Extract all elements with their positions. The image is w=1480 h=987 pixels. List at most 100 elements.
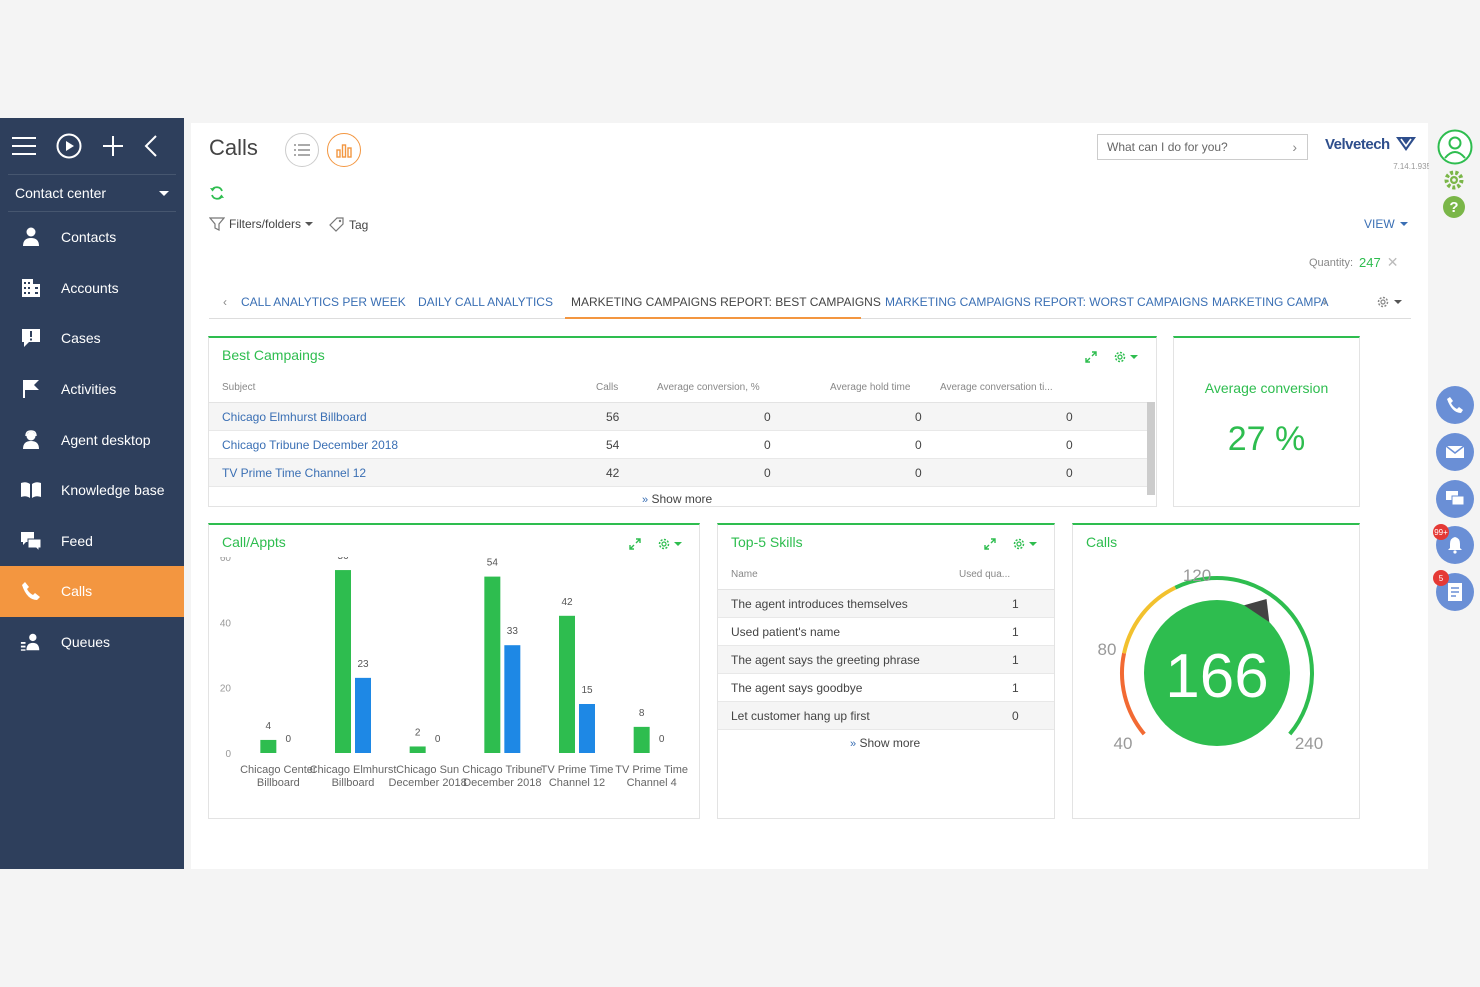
table-row[interactable]: The agent says goodbye 1 [718, 674, 1054, 702]
sidebar-item-feed[interactable]: Feed [0, 516, 184, 567]
gauge-tick-label: 40 [1114, 734, 1133, 753]
help-icon[interactable]: ? [1443, 196, 1465, 218]
tag-button[interactable]: Tag [329, 217, 368, 232]
column-header-avg-conversion[interactable]: Average conversion, % [657, 382, 760, 393]
gauge-arc-high [1174, 576, 1314, 736]
tasks-button[interactable] [1436, 573, 1474, 611]
conversation-time-value: 0 [1066, 438, 1073, 452]
view-menu-button[interactable]: VIEW [1364, 217, 1408, 231]
chevron-down-icon [1029, 542, 1037, 546]
show-more-link[interactable]: » Show more [642, 492, 712, 506]
bar [409, 746, 426, 753]
calls-value: 42 [606, 466, 620, 480]
refresh-icon[interactable] [209, 185, 225, 206]
column-header-avg-conversation-time[interactable]: Average conversation ti... [940, 382, 1053, 393]
list-view-button[interactable] [285, 133, 319, 167]
search-placeholder: What can I do for you? [1107, 140, 1228, 154]
table-row[interactable]: The agent says the greeting phrase 1 [718, 646, 1054, 674]
expand-icon[interactable] [984, 538, 996, 550]
tabs-prev-icon[interactable]: ‹ [223, 295, 227, 309]
skill-count: 1 [1012, 653, 1019, 667]
tab-call-analytics-per-week[interactable]: CALL ANALYTICS PER WEEK [241, 295, 406, 309]
quantity-value: 247 [1359, 255, 1381, 270]
hamburger-icon[interactable] [12, 136, 36, 156]
building-icon [20, 277, 42, 299]
gauge-arc-low [1120, 652, 1146, 736]
panel-settings-button[interactable] [1113, 350, 1138, 364]
workspace-selector[interactable]: Contact center [8, 174, 176, 212]
gear-icon [1114, 351, 1126, 363]
x-tick-label: TV Prime Time [615, 764, 688, 776]
table-row[interactable]: The agent introduces themselves 1 [718, 590, 1054, 618]
gauge-value: 166 [1165, 642, 1268, 711]
table-scrollbar[interactable] [1147, 402, 1155, 495]
expand-icon[interactable] [629, 538, 641, 550]
email-button[interactable] [1436, 433, 1474, 471]
sidebar-item-activities[interactable]: Activities [0, 364, 184, 415]
sidebar-item-cases[interactable]: Cases [0, 313, 184, 364]
show-more-link[interactable]: » Show more [850, 736, 920, 750]
campaign-link[interactable]: Chicago Elmhurst Billboard [222, 410, 367, 424]
collapse-icon[interactable] [144, 135, 158, 157]
column-header-avg-hold-time[interactable]: Average hold time [830, 382, 911, 393]
plus-icon[interactable] [102, 135, 124, 157]
table-row[interactable]: TV Prime Time Channel 12 42 0 0 0 [209, 459, 1147, 487]
panel-settings-button[interactable] [1012, 537, 1037, 551]
command-search-input[interactable]: What can I do for you? › [1097, 134, 1308, 160]
sidebar-item-queues[interactable]: Queues [0, 617, 184, 668]
y-tick-label: 20 [220, 684, 232, 695]
column-header-used-quantity[interactable]: Used qua... [959, 569, 1011, 580]
table-row[interactable]: Chicago Elmhurst Billboard 56 0 0 0 [209, 403, 1147, 431]
chevron-right-icon[interactable]: › [1292, 139, 1297, 155]
sidebar-item-agent-desktop[interactable]: Agent desktop [0, 414, 184, 465]
tab-daily-call-analytics[interactable]: DAILY CALL ANALYTICS [418, 295, 553, 309]
analytics-view-button[interactable] [327, 133, 361, 167]
top-skills-panel: Top-5 Skills Name Used qua... The agent … [717, 523, 1055, 819]
column-header-calls[interactable]: Calls [596, 382, 619, 393]
filters-label: Filters/folders [229, 217, 302, 231]
phone-button[interactable] [1436, 386, 1474, 424]
bar-value-label: 33 [507, 626, 519, 637]
chat-button[interactable] [1436, 480, 1474, 518]
sidebar-item-knowledge-base[interactable]: Knowledge base [0, 465, 184, 516]
bell-icon [1448, 537, 1462, 554]
panel-title: Best Campaings [222, 347, 325, 363]
tab-best-campaigns[interactable]: MARKETING CAMPAIGNS REPORT: BEST CAMPAIG… [571, 295, 881, 309]
play-icon[interactable] [56, 133, 82, 159]
chevron-down-icon [305, 222, 314, 226]
workspace-label: Contact center [15, 185, 107, 201]
table-row[interactable]: Let customer hang up first 0 [718, 702, 1054, 730]
person-icon [20, 226, 42, 248]
column-header-subject[interactable]: Subject [222, 382, 256, 393]
panel-settings-button[interactable] [657, 537, 682, 551]
sidebar: Contact center Contacts Accounts Cases Acti… [0, 118, 184, 869]
flag-icon [20, 378, 42, 400]
tab-worst-campaigns[interactable]: MARKETING CAMPAIGNS REPORT: WORST CAMPAI… [885, 295, 1209, 309]
settings-gear-icon[interactable] [1443, 169, 1465, 196]
user-profile-icon[interactable] [1437, 129, 1473, 170]
table-row[interactable]: Used patient's name 1 [718, 618, 1054, 646]
close-icon[interactable]: ✕ [1386, 254, 1399, 270]
tabs-next-icon[interactable]: › [1323, 295, 1327, 309]
column-header-name[interactable]: Name [731, 569, 758, 580]
sidebar-item-contacts[interactable]: Contacts [0, 212, 184, 263]
gauge-tick-label: 240 [1295, 734, 1323, 753]
bar-value-label: 0 [659, 734, 665, 745]
tab-marketing-campaigns-more[interactable]: MARKETING CAMPA [1212, 295, 1329, 309]
bar-value-label: 4 [266, 721, 272, 732]
sidebar-item-calls[interactable]: Calls [0, 566, 184, 617]
campaign-link[interactable]: TV Prime Time Channel 12 [222, 466, 367, 480]
sidebar-item-accounts[interactable]: Accounts [0, 263, 184, 314]
expand-icon[interactable] [1085, 351, 1097, 363]
chat-icon [20, 530, 42, 552]
campaign-link[interactable]: Chicago Tribune December 2018 [222, 438, 399, 452]
logo-text: Velvetech [1325, 136, 1390, 153]
phone-icon [1447, 397, 1463, 413]
table-row[interactable]: Chicago Tribune December 2018 54 0 0 0 [209, 431, 1147, 459]
x-tick-label: Channel 12 [549, 777, 605, 789]
x-tick-label: Channel 4 [627, 777, 677, 789]
filters-folders-button[interactable]: Filters/folders [209, 217, 314, 231]
panel-toolbar [1085, 350, 1138, 364]
gear-icon [1377, 296, 1389, 308]
tabs-settings-button[interactable] [1376, 295, 1402, 309]
